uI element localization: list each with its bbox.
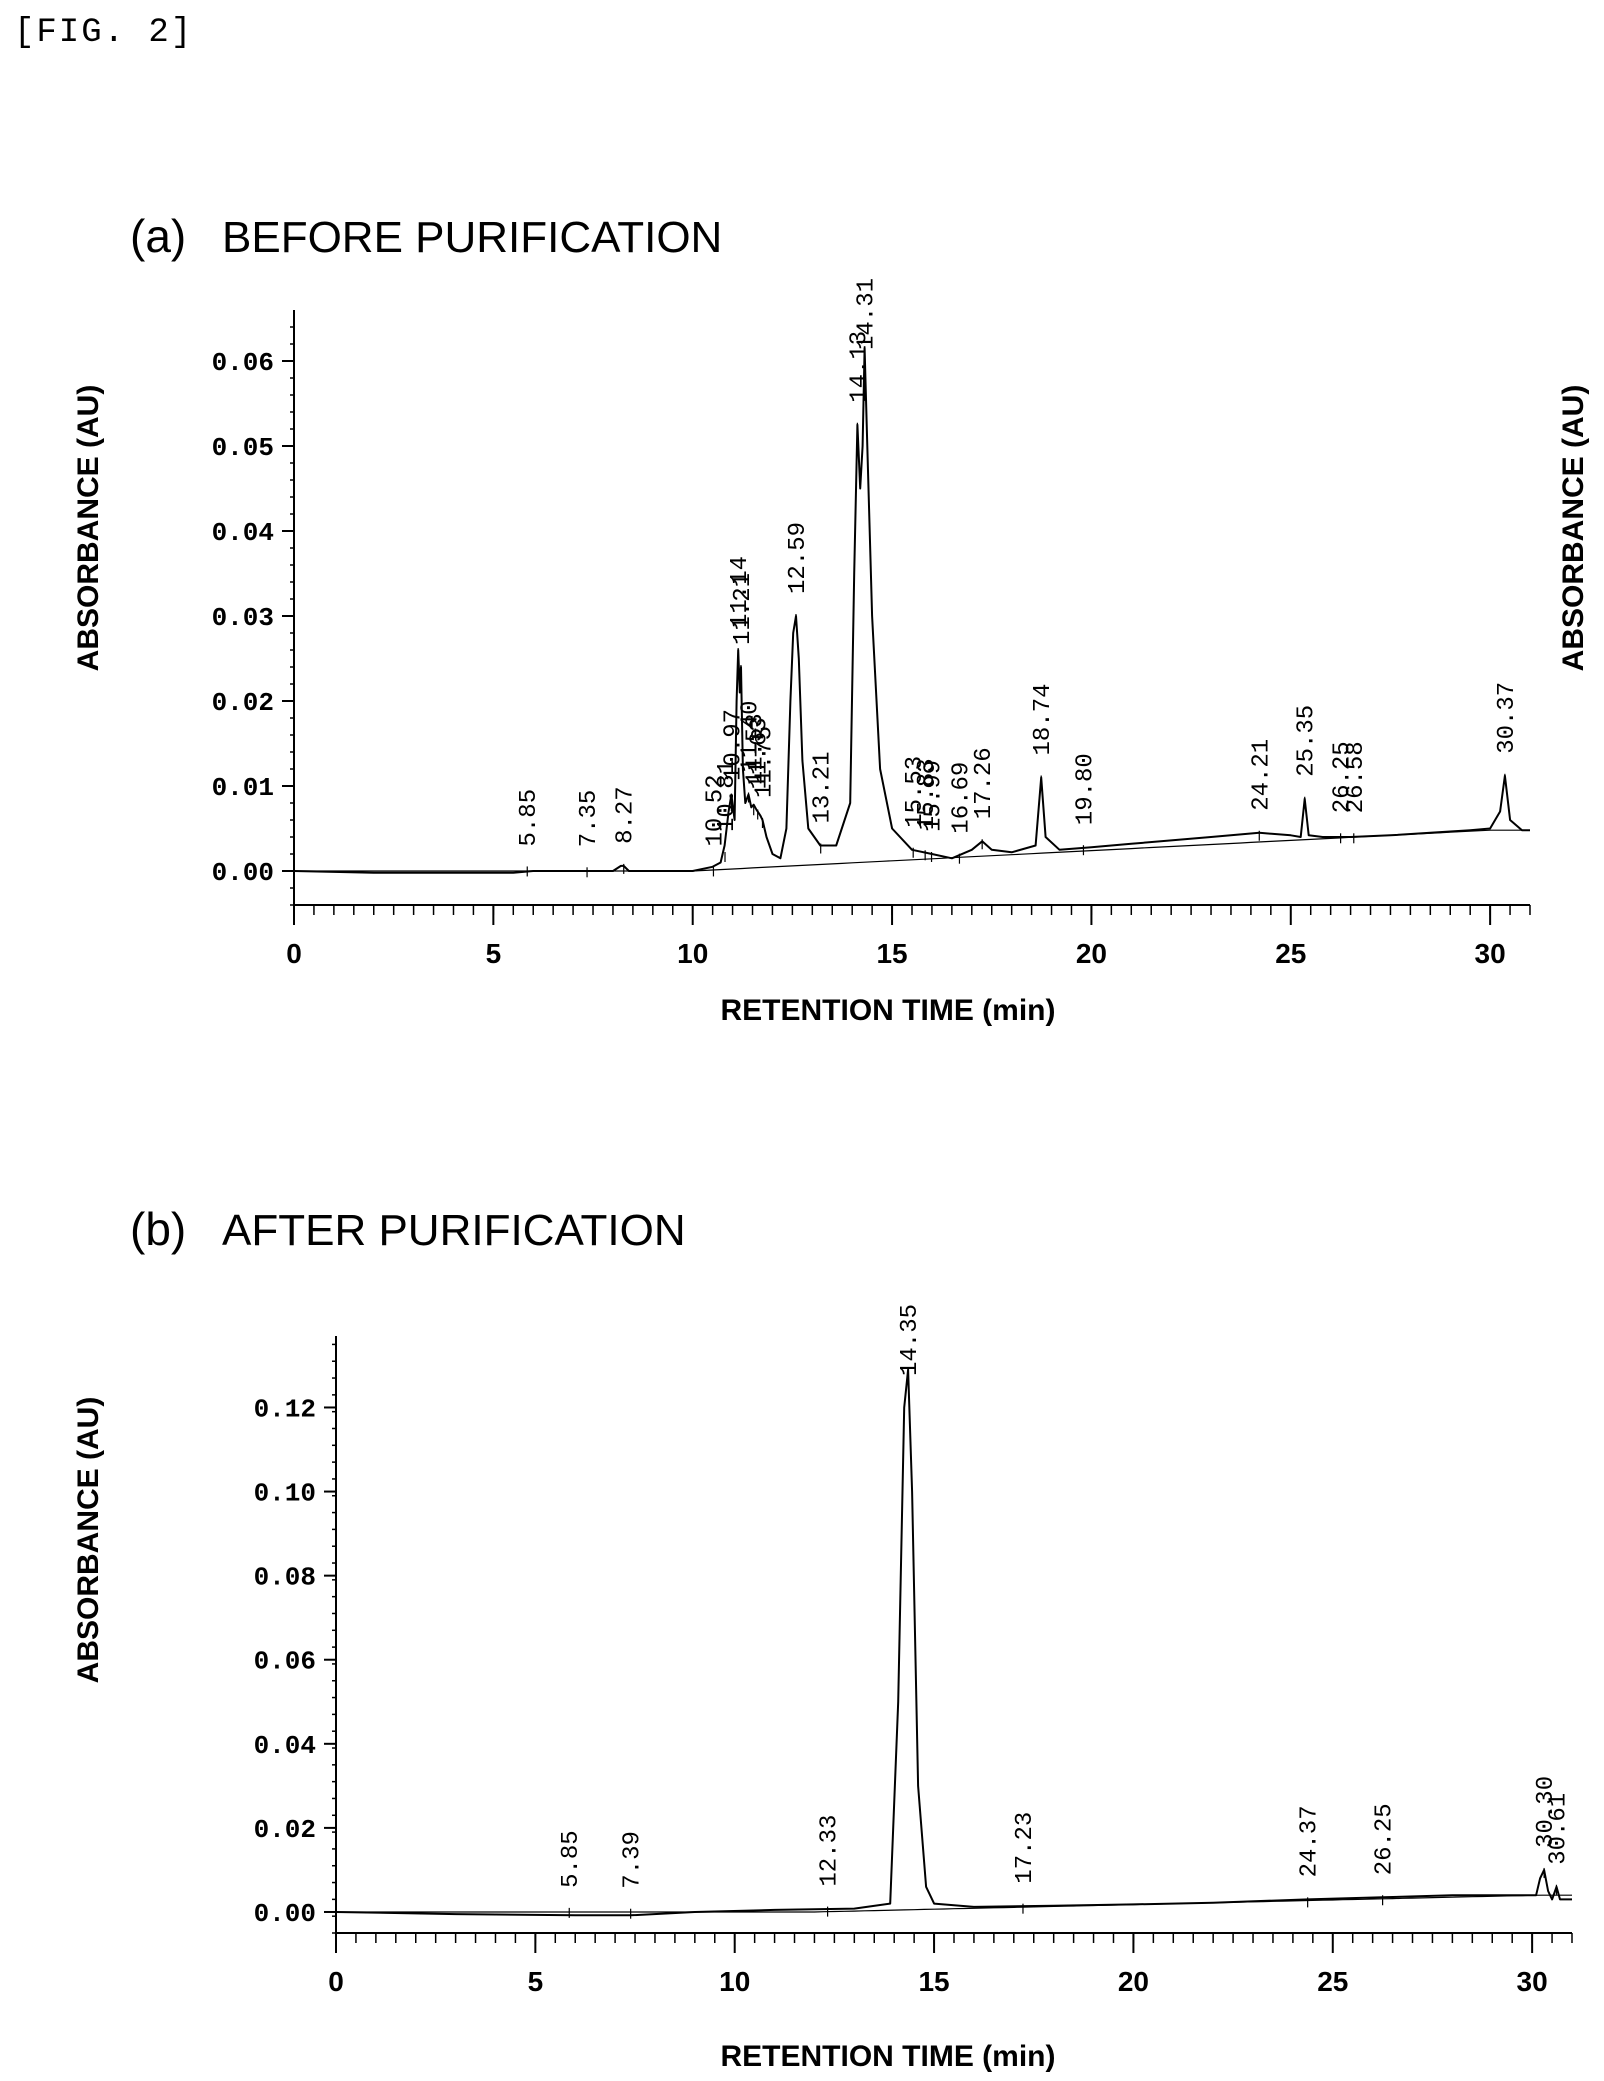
panel-a-peak-label: 24.21 — [1248, 739, 1275, 811]
panel-b-peak-label: 30.30 — [1533, 1776, 1560, 1848]
panel-b-y-axis-label: ABSORBANCE (AU) — [72, 1397, 105, 1684]
panel-b-baseline — [336, 1894, 1572, 1913]
panel-a-y-tick-label: 0.04 — [212, 518, 274, 548]
panel-b-x-tick-label: 25 — [1317, 1966, 1348, 1997]
panel-a-peak-label: 11.53 — [743, 713, 770, 785]
panel-b-peak-label: 5.85 — [558, 1830, 585, 1888]
panel-b-baseline-line — [336, 1894, 1572, 1913]
panel-a-x-tick-label: 15 — [876, 938, 907, 969]
panel-b-y-tick-label: 0.00 — [254, 1899, 316, 1929]
panel-a-label: (a) — [130, 210, 186, 262]
panel-b-y-tick-label: 0.02 — [254, 1815, 316, 1845]
panel-a-y-tick-label: 0.06 — [212, 348, 274, 378]
panel-a-peak-label: 11.75 — [752, 726, 779, 798]
panel-a-peak-label: 15.53 — [902, 756, 929, 828]
figure-label: [FIG. 2] — [14, 14, 194, 52]
panel-a-x-tick-label: 10 — [677, 938, 708, 969]
panel-a-x-axis-label: RETENTION TIME (min) — [721, 994, 1056, 1027]
panel-b-peak-label: 24.37 — [1297, 1805, 1324, 1877]
panel-a-x-tick-label: 30 — [1475, 938, 1506, 969]
panel-a-y-tick-label: 0.02 — [212, 688, 274, 718]
panel-a-peak-label: 10.97 — [720, 709, 747, 781]
panel-a-peak-label: 5.85 — [516, 789, 543, 847]
panel-a-y-tick-label: 0.05 — [212, 433, 274, 463]
panel-b-y-tick-label: 0.12 — [254, 1394, 316, 1424]
panel-a-peak-label: 25.35 — [1294, 705, 1321, 777]
panel-a-peak-label: 11.21 — [730, 573, 757, 645]
panel-a-peak-label: 11.63 — [747, 717, 774, 789]
panel-a-peak-label: 19.80 — [1072, 753, 1099, 825]
panel-b-x-tick-label: 5 — [528, 1966, 544, 1997]
panel-b-peak-label: 30.61 — [1546, 1793, 1573, 1865]
panel-b-title: AFTER PURIFICATION — [222, 1206, 686, 1255]
panel-a-chromatogram-line — [293, 347, 1530, 874]
panel-a-peak-label: 18.74 — [1030, 683, 1057, 755]
panel-a-trace — [293, 347, 1530, 874]
panel-b-x-tick-label: 0 — [328, 1966, 344, 1997]
panel-a-x-tick-label: 0 — [286, 938, 302, 969]
panel-a-peak-label: 11.40 — [738, 700, 765, 772]
panel-a-peak-label: 14.31 — [854, 278, 881, 350]
panel-b-y-tick-label: 0.06 — [254, 1647, 316, 1677]
panel-a-peak-label: 26.58 — [1343, 741, 1370, 813]
panel-a-x-tick-label: 25 — [1275, 938, 1306, 969]
panel-b-y-tick-label: 0.10 — [254, 1479, 316, 1509]
panel-b-peak-label: 12.33 — [817, 1815, 844, 1887]
panel-a-y-tick-label: 0.00 — [212, 858, 274, 888]
panel-b-y-tick-label: 0.08 — [254, 1563, 316, 1593]
panel-b-peak-label: 17.23 — [1012, 1812, 1039, 1884]
panel-b-peak-labels: 5.85 7.39 12.33 14.35 17.23 24.37 26.25 30.3030… — [558, 1304, 1573, 1919]
panel-a-chart: (a) BEFORE PURIFICATION ABSORBANCE (AU) … — [72, 210, 1590, 1027]
panel-a-peak-label: 10.52 — [702, 774, 729, 846]
panel-a-peak-label: 11.14 — [727, 556, 754, 628]
panel-a-title: BEFORE PURIFICATION — [222, 213, 722, 262]
panel-a-y-axis-label: ABSORBANCE (AU) — [72, 385, 105, 672]
panel-a-peak-label: 7.35 — [576, 790, 603, 848]
panel-a-peak-label: 17.26 — [971, 747, 998, 819]
panel-a-peak-label: 30.37 — [1494, 682, 1521, 754]
panel-a-baseline-line — [294, 829, 1530, 872]
panel-b-x-axis-label: RETENTION TIME (min) — [721, 2040, 1056, 2073]
panel-b-y-tick-label: 0.04 — [254, 1731, 316, 1761]
panel-a-peak-label: 13.21 — [810, 751, 837, 823]
panel-a-y-axis-label-right: ABSORBANCE (AU) — [1557, 385, 1590, 672]
panel-a-peak-label: 26.25 — [1330, 741, 1357, 813]
panel-b-peak-label: 26.25 — [1372, 1803, 1399, 1875]
panel-a-peak-label: 15.99 — [921, 760, 948, 832]
panel-b-label: (b) — [130, 1203, 186, 1255]
panel-a-peak-label: 15.83 — [914, 758, 941, 830]
panel-a-peak-label: 10.81 — [714, 760, 741, 832]
panel-a-y-tick-label: 0.01 — [212, 773, 274, 803]
panel-a-peak-label: 16.69 — [948, 762, 975, 834]
panel-b-x-tick-label: 15 — [918, 1966, 949, 1997]
panel-b-peak-label: 14.35 — [897, 1304, 924, 1376]
panel-b-chart: (b) AFTER PURIFICATION ABSORBANCE (AU) R… — [72, 1203, 1573, 2073]
panel-a-peak-label: 14.13 — [846, 331, 873, 403]
panel-a-peak-label: 12.59 — [785, 522, 812, 594]
panel-b-x-tick-label: 20 — [1118, 1966, 1149, 1997]
panel-b-axes: 0.00 0.02 0.04 0.06 0.08 0.10 0.12 0 5 10 15 20 25 30 — [254, 1336, 1573, 1997]
panel-a-baseline — [294, 829, 1530, 872]
panel-a-y-tick-label: 0.03 — [212, 603, 274, 633]
panel-b-x-tick-label: 10 — [719, 1966, 750, 1997]
panel-b-x-tick-label: 30 — [1517, 1966, 1548, 1997]
panel-a-peak-label: 8.27 — [613, 786, 640, 844]
panel-a-x-tick-label: 5 — [486, 938, 502, 969]
panel-b-peak-label: 7.39 — [620, 1831, 647, 1889]
panel-a-axes: 0.00 0.01 0.02 0.03 0.04 0.05 0.06 0 5 10 15 20 25 30 — [212, 310, 1531, 969]
panel-a-x-tick-label: 20 — [1076, 938, 1107, 969]
